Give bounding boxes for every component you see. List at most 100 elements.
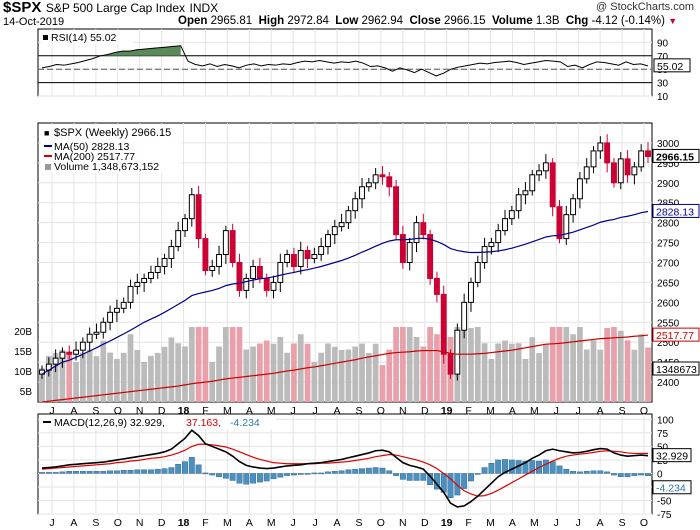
macd-tick-label: -50 (657, 496, 672, 507)
rsi-tick-label: 10 (657, 92, 669, 103)
candle-body (440, 293, 447, 355)
macd-histogram-bar (604, 471, 611, 474)
macd-histogram-bar (154, 468, 161, 474)
volume-bar (508, 343, 515, 402)
macd-histogram-bar (645, 473, 651, 476)
volume-bar (488, 359, 495, 402)
ma200-legend: MA(200) 2517.77 (54, 151, 135, 163)
x-tick-label: J (576, 517, 581, 529)
x-tick-label: F (202, 405, 208, 417)
macd-histogram-bar (318, 472, 325, 475)
candle-body (583, 166, 590, 180)
macd-line (41, 429, 649, 508)
volume-bar (168, 337, 175, 402)
x-tick-label: J (49, 405, 54, 417)
candle-body (86, 333, 93, 343)
macd-histogram-bar (413, 473, 420, 481)
macd-tick-label: -75 (657, 510, 672, 521)
volume-bar (216, 346, 222, 402)
volume-bar (291, 343, 297, 402)
candle-body (393, 186, 400, 236)
volume-bar (638, 334, 645, 402)
candle-body (127, 285, 134, 303)
x-tick-label: M (486, 405, 495, 417)
volume-bar (420, 346, 427, 402)
exchange: INDX (189, 1, 219, 15)
macd-legend-bg (41, 416, 276, 429)
volume-bar (543, 343, 549, 402)
candle-body (399, 234, 406, 264)
volume-bar (257, 343, 263, 402)
open-label: Open (178, 15, 208, 27)
macd-histogram-bar (297, 473, 304, 475)
volume-bar (406, 327, 413, 402)
candle-body (542, 162, 549, 172)
rsi-line (41, 45, 649, 77)
candle-body (195, 194, 202, 240)
price-tick-label: 2750 (657, 239, 680, 250)
macd-histogram-bar (113, 470, 120, 474)
volume-bar (154, 352, 161, 402)
candle-body (645, 150, 651, 157)
volume-tick-label: 5B (20, 387, 33, 398)
candle-body (66, 351, 73, 355)
macd-histogram-bar (325, 471, 331, 474)
candle-body (93, 331, 100, 335)
macd-histogram-bar (570, 471, 577, 474)
macd-histogram-bar (359, 468, 365, 474)
macd-histogram-bar (549, 461, 556, 474)
volume-bar (331, 346, 338, 402)
candle-body (52, 357, 59, 365)
macd-histogram-bar (100, 471, 107, 474)
x-tick-label: J (576, 405, 581, 417)
volume-bar (515, 343, 522, 402)
candle-body (73, 349, 79, 355)
macd-histogram-bar (93, 471, 100, 474)
macd-histogram-bar (624, 473, 631, 477)
x-tick-label: S (619, 517, 626, 529)
volume-bar (229, 327, 236, 402)
x-tick-label: S (355, 405, 362, 417)
high-label: High (258, 15, 285, 27)
macd-histogram-bar (236, 473, 243, 484)
x-tick-label: N (136, 517, 144, 529)
volume-bar (325, 343, 331, 402)
macd-histogram-bar (66, 471, 73, 474)
volume-bar (263, 340, 270, 402)
candle-body (529, 174, 536, 192)
x-tick-label: A (246, 517, 253, 529)
macd-histogram-bar (617, 473, 624, 477)
price-tick-label: 2900 (657, 179, 680, 190)
candle-body (141, 277, 148, 283)
x-tick-label: O (377, 517, 385, 529)
price-tick-label: 2800 (657, 219, 680, 230)
chart-header: $SPX S&P 500 Large Cap Index INDX (3, 0, 218, 17)
candle-body (147, 271, 154, 279)
macd-last-value: 32.929 (656, 451, 688, 463)
volume-bar (100, 340, 107, 402)
candle-body (508, 210, 515, 220)
macd-histogram-bar (420, 473, 427, 481)
candle-body (461, 301, 468, 331)
macd-histogram-bar (542, 459, 549, 474)
index-name: S&P 500 Large Cap Index (45, 1, 186, 15)
candle-body (256, 265, 263, 279)
x-tick-label: 19 (441, 517, 453, 529)
volume-bar (195, 327, 202, 402)
candle-body (406, 242, 413, 263)
candle-body (277, 262, 284, 283)
volume-bar (39, 368, 45, 402)
volume-tick-label: 15B (14, 347, 32, 358)
candle-legend-icon: ■ (44, 128, 49, 138)
x-tick-label: A (334, 405, 341, 417)
rsi-overbought-area (100, 45, 181, 56)
price-legend-bg (41, 125, 181, 173)
x-tick-label: A (70, 405, 77, 417)
macd-histogram-bar (372, 467, 379, 474)
macd-histogram-last: -4.234 (656, 483, 686, 495)
volume-bar (549, 327, 556, 402)
candle-body (617, 158, 624, 184)
volume-bar (107, 352, 113, 402)
candle-body (481, 246, 488, 264)
